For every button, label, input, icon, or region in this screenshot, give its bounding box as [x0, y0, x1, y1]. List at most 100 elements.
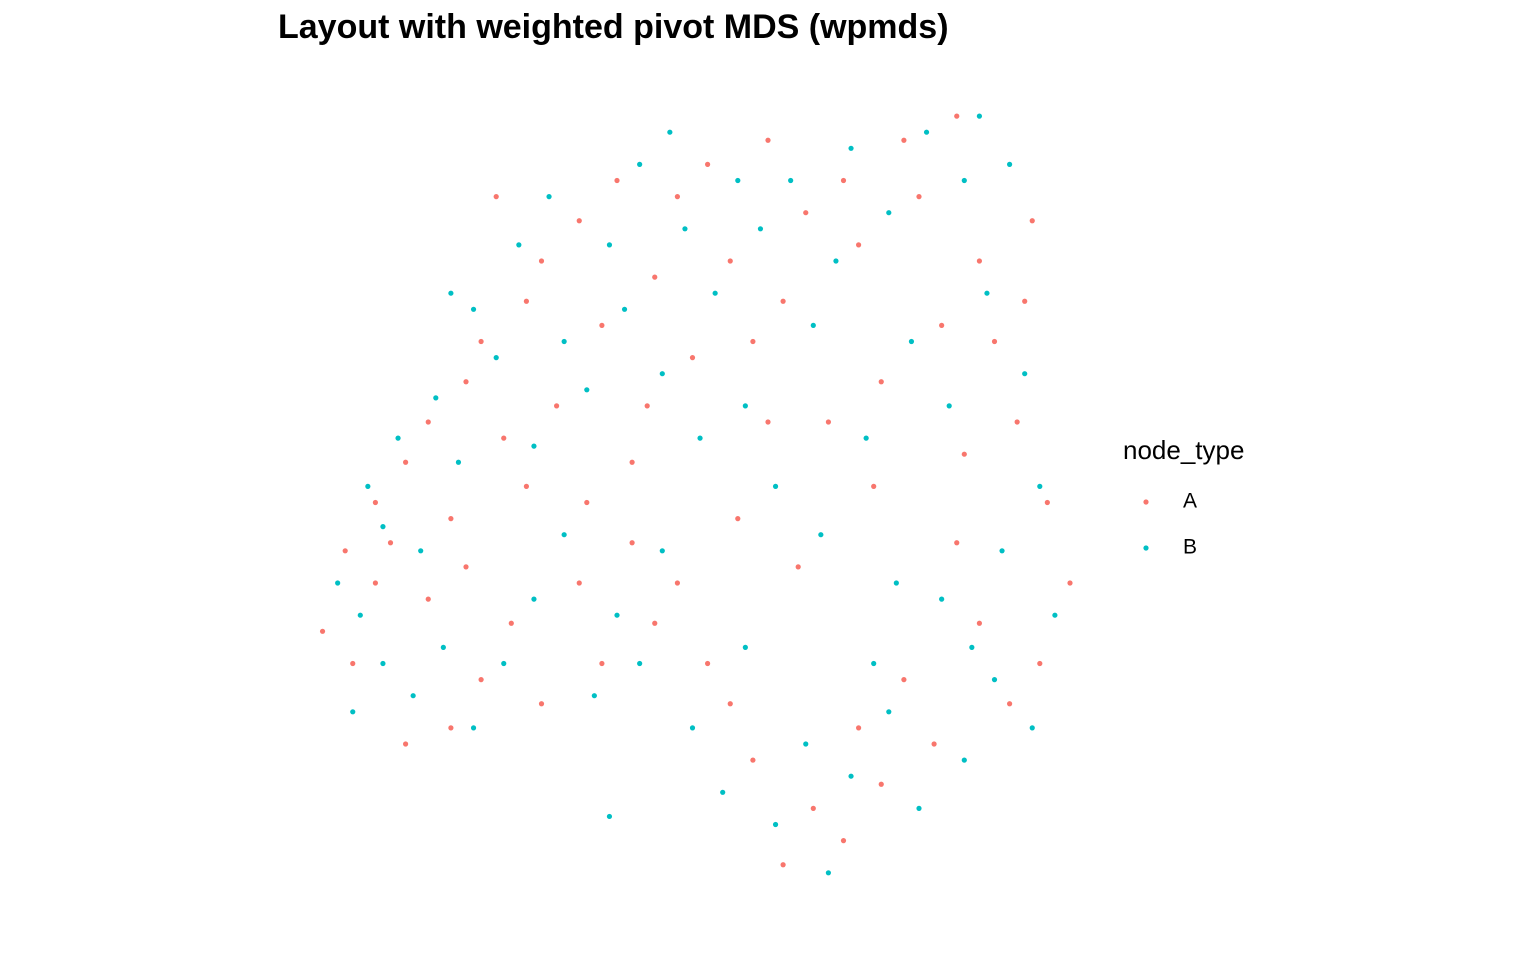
point [795, 564, 801, 570]
point [901, 677, 907, 683]
point [803, 741, 809, 747]
point [652, 274, 658, 280]
legend: node_type AB [1123, 435, 1244, 559]
point [1044, 499, 1050, 506]
point [403, 741, 409, 747]
point [757, 226, 764, 232]
point [689, 725, 696, 731]
point [954, 540, 960, 546]
point [478, 677, 484, 683]
point [848, 773, 854, 779]
point [380, 524, 386, 530]
point [637, 161, 643, 167]
point [516, 242, 522, 248]
point [705, 161, 711, 167]
point [886, 210, 892, 216]
point [403, 459, 409, 465]
point [697, 435, 703, 441]
point [818, 532, 824, 538]
point [825, 419, 832, 425]
point [772, 821, 779, 828]
point [644, 403, 650, 409]
point [629, 540, 635, 546]
legend-label: A [1183, 490, 1197, 513]
point [856, 725, 862, 731]
point [674, 580, 681, 586]
point [705, 660, 711, 667]
point [501, 660, 507, 667]
point [493, 194, 499, 200]
point [742, 403, 748, 409]
point [954, 113, 960, 119]
point [976, 620, 983, 626]
point [1029, 725, 1035, 731]
point [901, 137, 907, 143]
point [969, 644, 975, 651]
point [372, 580, 378, 586]
point [463, 379, 469, 385]
point [946, 403, 952, 409]
point [871, 483, 877, 489]
point [780, 862, 786, 868]
point [916, 194, 922, 200]
plot-area [319, 113, 1073, 876]
legend-title: node_type [1123, 435, 1244, 465]
point [335, 580, 341, 586]
point [916, 805, 922, 812]
point [448, 290, 454, 296]
point [727, 258, 733, 264]
point [629, 459, 635, 465]
point [1037, 483, 1043, 489]
point [788, 177, 794, 184]
point [455, 459, 462, 465]
point [584, 387, 590, 393]
point [463, 564, 469, 570]
point [523, 298, 530, 304]
point [342, 548, 348, 554]
point [976, 113, 983, 119]
point [554, 403, 560, 409]
point [961, 757, 967, 763]
point [365, 483, 371, 489]
point [621, 306, 628, 312]
point [538, 258, 545, 264]
point [606, 242, 613, 248]
point [584, 499, 590, 506]
point [878, 379, 884, 385]
point [780, 298, 786, 304]
point [372, 499, 378, 506]
point [561, 532, 567, 538]
point [674, 194, 681, 200]
point [425, 596, 431, 602]
point [440, 644, 446, 651]
point [1029, 218, 1035, 224]
point [939, 322, 945, 328]
point [350, 709, 356, 715]
point [387, 540, 394, 546]
point [448, 516, 454, 522]
point [652, 620, 658, 626]
point [501, 435, 507, 441]
point [425, 419, 431, 425]
point [848, 145, 854, 151]
point [878, 781, 884, 787]
point [1014, 419, 1020, 425]
point [689, 355, 696, 361]
point [410, 693, 416, 699]
point [319, 628, 326, 634]
point [961, 451, 967, 457]
point [810, 322, 816, 328]
point [923, 129, 930, 135]
point [750, 757, 756, 763]
point [871, 660, 877, 667]
point [931, 741, 937, 747]
point [886, 709, 892, 715]
point [531, 596, 537, 602]
point [448, 725, 454, 731]
point [1037, 660, 1043, 667]
point [984, 290, 990, 296]
point [939, 596, 945, 602]
point [357, 612, 363, 618]
point [803, 210, 809, 216]
point [614, 612, 620, 618]
